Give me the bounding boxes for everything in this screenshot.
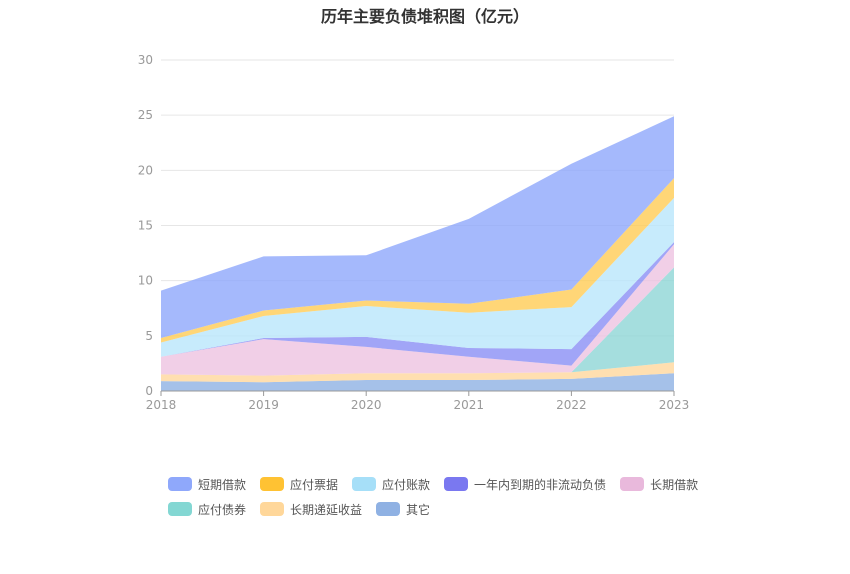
legend-item[interactable]: 长期递延收益 xyxy=(260,501,362,517)
area-series-0[interactable] xyxy=(161,373,674,391)
y-tick-label: 0 xyxy=(145,384,153,398)
legend-swatch xyxy=(168,477,192,491)
y-tick-label: 10 xyxy=(138,274,153,288)
legend-item[interactable]: 短期借款 xyxy=(168,476,246,492)
y-tick-label: 15 xyxy=(138,219,153,233)
area-series-7[interactable] xyxy=(161,116,674,338)
x-tick-label: 2019 xyxy=(248,398,279,412)
legend-swatch xyxy=(444,477,469,491)
chart-title: 历年主要负债堆积图（亿元） xyxy=(320,7,529,26)
legend-label: 长期递延收益 xyxy=(290,502,363,517)
legend-item[interactable]: 长期借款 xyxy=(620,476,698,492)
x-tick-label: 2022 xyxy=(556,398,587,412)
legend-label: 一年内到期的非流动负债 xyxy=(474,477,607,492)
legend-item[interactable]: 应付债券 xyxy=(168,501,246,517)
x-tick-label: 2020 xyxy=(351,398,382,412)
x-tick-label: 2023 xyxy=(659,398,690,412)
legend-swatch xyxy=(352,477,377,491)
y-tick-label: 5 xyxy=(145,329,153,343)
legend-label: 应付票据 xyxy=(290,477,339,492)
y-axis-ticks: 0 5 10 15 20 25 30 xyxy=(138,53,153,398)
legend-label: 短期借款 xyxy=(198,477,247,492)
area-series-1[interactable] xyxy=(161,362,674,383)
legend-label: 其它 xyxy=(406,502,431,517)
x-tick-label: 2021 xyxy=(454,398,485,412)
y-tick-label: 20 xyxy=(138,163,153,177)
area-series-6[interactable] xyxy=(161,178,674,343)
legend-item[interactable]: 应付票据 xyxy=(260,476,338,492)
x-tick-label: 2018 xyxy=(146,398,177,412)
area-series-5[interactable] xyxy=(161,197,674,357)
legend-swatch xyxy=(260,477,285,491)
legend-swatch xyxy=(376,502,401,516)
legend-swatch xyxy=(260,502,285,516)
legend-swatch xyxy=(620,477,645,491)
legend-swatch xyxy=(168,502,192,516)
legend-label: 应付账款 xyxy=(382,477,431,492)
y-tick-label: 30 xyxy=(138,53,153,67)
area-series-2[interactable] xyxy=(161,267,674,376)
legend-label: 应付债券 xyxy=(198,502,247,517)
legend-label: 长期借款 xyxy=(650,477,699,492)
area-series-3[interactable] xyxy=(161,244,674,376)
area-series xyxy=(161,116,674,391)
legend-item[interactable]: 应付账款 xyxy=(352,476,430,492)
legend: 短期借款 应付票据 应付账款 一年内到期的非流动负债 长期借款应付债券 长期递延收益 其它 xyxy=(168,476,728,517)
x-axis xyxy=(160,390,675,396)
x-axis-ticks: 2018 2019 2020 2021 2022 2023 xyxy=(146,398,690,412)
legend-item[interactable]: 其它 xyxy=(376,501,430,517)
legend-item[interactable]: 一年内到期的非流动负债 xyxy=(444,476,606,492)
y-tick-label: 25 xyxy=(138,108,153,122)
